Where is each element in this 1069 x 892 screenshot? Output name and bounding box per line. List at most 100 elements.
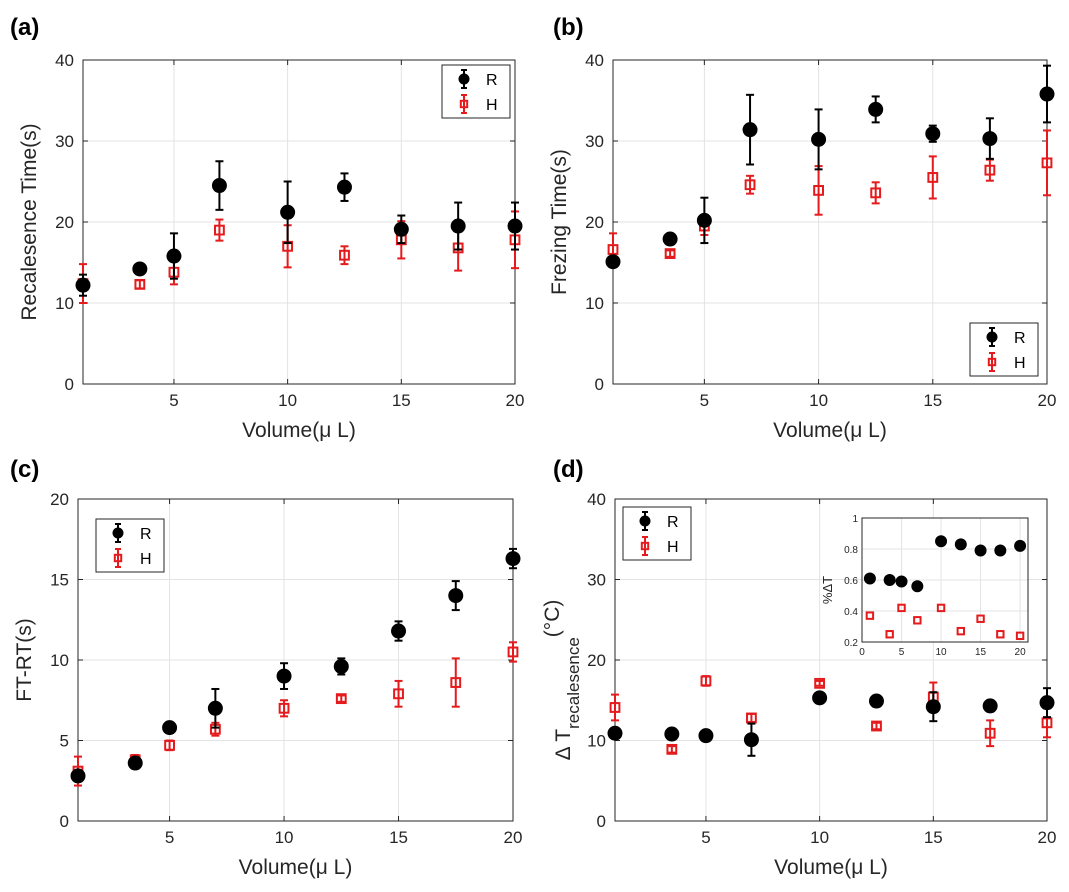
inset-data-point [863, 572, 876, 585]
data-point [925, 126, 941, 142]
data-point [664, 726, 680, 742]
legend-box [95, 518, 165, 573]
x-axis-label: Volume(μ L) [242, 419, 356, 442]
inset-data-point [954, 538, 967, 551]
x-tick-label: 5 [169, 391, 178, 410]
inset-data-point [913, 616, 922, 625]
data-point [1041, 717, 1053, 729]
inset-x-tick-label: 10 [935, 647, 947, 658]
y-axis-label: FT-RT(s) [13, 618, 36, 702]
inset-data-point [897, 603, 906, 613]
x-tick-label: 15 [389, 828, 408, 847]
y-tick-label: 0 [60, 812, 69, 831]
data-point [207, 700, 223, 716]
data-point [505, 551, 521, 567]
inset-y-tick-label: 0.8 [844, 545, 858, 556]
legend-marker [112, 527, 124, 539]
inset-data-point [996, 630, 1005, 639]
y-axis-label: Recalesence Time(s) [18, 123, 41, 320]
inset-chart: 0 5 10 15 20 0.2 0.4 0.6 0.8 1 %ΔT [820, 514, 1029, 658]
data-point [868, 101, 884, 117]
data-point [211, 178, 227, 194]
y-tick-label: 20 [587, 651, 606, 670]
x-axis-label: Volume(μ L) [773, 419, 887, 442]
y-tick-label: 0 [595, 375, 604, 394]
inset-data-point [956, 626, 966, 636]
data-point [393, 221, 409, 237]
y-axis-label-main: Δ T [552, 729, 575, 761]
legend-box [622, 506, 692, 561]
data-point [870, 187, 882, 199]
inset-series-R [863, 535, 1027, 593]
y-tick-label: 0 [65, 375, 74, 394]
data-point [448, 588, 464, 604]
legend-label: H [667, 539, 679, 556]
x-tick-label: 15 [924, 828, 943, 847]
legend-label: H [140, 551, 152, 568]
series-R [75, 160, 523, 297]
inset-data-point [1015, 631, 1025, 640]
data-point [925, 699, 941, 715]
data-point [1039, 695, 1055, 711]
data-point [742, 122, 758, 138]
x-tick-label: 10 [275, 828, 294, 847]
data-point [609, 702, 621, 713]
inset-data-point [885, 630, 894, 639]
data-point [746, 712, 757, 724]
panel-label: (b) [553, 14, 584, 41]
x-tick-label: 10 [278, 391, 297, 410]
data-point [982, 698, 998, 714]
x-tick-label: 10 [810, 828, 829, 847]
data-point [507, 218, 523, 234]
inset-data-point [974, 544, 987, 557]
data-point [743, 732, 759, 748]
data-point [664, 248, 676, 259]
data-point [335, 693, 347, 705]
data-point [1041, 157, 1053, 169]
data-point [744, 179, 756, 191]
legend-marker [640, 541, 650, 551]
data-point [813, 185, 824, 196]
y-tick-label: 40 [587, 490, 606, 509]
y-tick-label: 20 [585, 213, 604, 232]
legend-label: R [667, 514, 679, 531]
data-point [280, 204, 296, 220]
x-tick-label: 20 [504, 828, 523, 847]
data-point [162, 720, 178, 736]
panel-b: 5 10 15 20 0 10 20 30 40 Volume(μ L) Frezing Time(… [548, 14, 1056, 442]
legend-label: R [486, 72, 498, 89]
legend: RH [95, 518, 165, 573]
y-axis-label: Δ Trecalesence(°C) [541, 600, 583, 761]
legend-marker [459, 99, 469, 109]
inset-x-tick-label: 15 [975, 647, 987, 658]
inset-x-tick-label: 5 [899, 647, 905, 658]
legend-marker [639, 515, 651, 527]
legend-marker [987, 357, 997, 367]
legend: RH [441, 64, 511, 119]
data-point [507, 646, 519, 658]
inset-data-point [1014, 539, 1027, 552]
series-R [70, 547, 521, 784]
y-tick-label: 10 [55, 294, 74, 313]
series-R [605, 64, 1055, 270]
panel-label: (d) [553, 456, 584, 483]
y-tick-label: 30 [55, 132, 74, 151]
inset-data-point [865, 611, 875, 620]
legend-label: H [486, 97, 498, 114]
data-point [276, 668, 292, 684]
data-point [132, 261, 148, 277]
y-tick-label: 10 [585, 294, 604, 313]
inset-data-point [935, 535, 948, 548]
data-point [814, 677, 826, 689]
data-point [450, 677, 462, 688]
inset-y-tick-label: 0.6 [844, 576, 858, 587]
legend-label: H [1014, 355, 1026, 372]
y-tick-label: 10 [587, 732, 606, 751]
y-tick-label: 0 [597, 812, 606, 831]
data-point [393, 688, 404, 700]
data-point [127, 755, 143, 771]
inset-data-point [976, 614, 985, 623]
data-point [391, 623, 407, 639]
y-tick-label: 30 [585, 132, 604, 151]
